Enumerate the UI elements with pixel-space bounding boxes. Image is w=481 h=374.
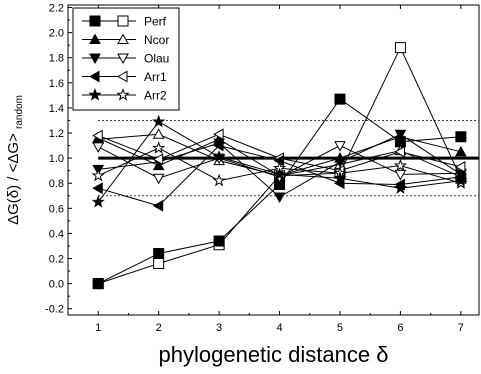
legend-marker-filled: [88, 88, 102, 101]
y-tick-label: 1.0: [49, 153, 64, 165]
point-arr1-filled-1: [92, 182, 103, 195]
y-axis-label: ΔG(δ) / <ΔG> random: [5, 95, 25, 225]
y-tick-label: 0.2: [49, 254, 64, 266]
x-tick-label: 5: [337, 322, 343, 334]
legend-marker-filled: [88, 70, 100, 83]
x-tick-label: 2: [156, 322, 162, 334]
point-arr1-open-7: [454, 161, 466, 173]
point-arr2-filled-6: [393, 181, 408, 194]
point-perf-filled-2: [153, 248, 165, 260]
legend-label: Ncor: [144, 33, 169, 47]
y-tick-label: 1.8: [49, 53, 64, 65]
point-arr2-filled-1: [91, 195, 105, 208]
point-olau-filled-4: [273, 192, 286, 204]
point-perf-filled-1: [92, 278, 104, 290]
point-ncor-open-2: [152, 128, 165, 139]
legend-marker-open: [117, 15, 129, 27]
legend-entry-ncor: Ncor: [82, 33, 169, 47]
legend-marker-filled: [89, 15, 101, 27]
point-olau-open-1: [92, 142, 105, 153]
point-arr2-filled-2: [152, 114, 166, 128]
point-olau-open-5: [334, 141, 346, 152]
point-arr2-filled-7: [454, 173, 468, 187]
x-tick-label: 1: [95, 322, 101, 334]
point-olau-filled-6: [394, 129, 407, 141]
legend-marker-filled: [89, 33, 101, 44]
y-tick-label: 1.2: [49, 128, 64, 140]
y-tick-label: 0.6: [49, 203, 64, 215]
point-perf-filled-7: [455, 131, 467, 143]
point-arr1-filled-2: [152, 199, 164, 212]
legend-label: Arr2: [144, 89, 167, 103]
legend-marker-open: [116, 88, 130, 101]
y-tick-label: 1.6: [49, 78, 64, 90]
legend-marker-open: [117, 53, 129, 65]
point-arr2-filled-4: [272, 167, 287, 181]
y-tick-label: 0.8: [49, 178, 64, 190]
plot-frame: [67, 4, 480, 316]
legend-entry-perf: Perf: [82, 15, 167, 29]
point-arr1-open-3: [213, 128, 224, 141]
y-axis-label-subscript: random: [14, 95, 25, 129]
point-arr1-open-1: [92, 129, 103, 142]
legend-entry-olau: Olau: [82, 52, 169, 66]
x-tick-label: 3: [216, 322, 222, 334]
y-tick-label: 0.4: [49, 228, 64, 240]
point-arr2-open-3: [212, 173, 226, 187]
series-perf-filled: [92, 93, 467, 290]
legend: Perf Ncor Olau Arr1 Arr2: [72, 7, 180, 111]
point-arr2-filled-5: [333, 171, 347, 184]
x-tick-label: 6: [397, 322, 403, 334]
point-ncor-filled-7: [455, 145, 467, 157]
y-tick-label: 2.0: [49, 28, 64, 40]
series-arr2-filled: [91, 114, 468, 208]
x-axis-label: phylogenetic distance δ: [159, 342, 389, 367]
point-arr2-open-1: [91, 168, 105, 182]
series-line-perf-filled: [97, 98, 461, 285]
y-tick-label: -0.2: [45, 304, 64, 316]
legend-label: Arr1: [144, 70, 167, 84]
x-tick-label: 4: [276, 322, 282, 334]
point-arr1-filled-3: [213, 139, 224, 152]
point-perf-filled-3: [213, 235, 225, 247]
point-perf-filled-5: [334, 93, 346, 105]
legend-label: Olau: [144, 52, 169, 66]
y-axis-label-main: ΔG(δ) / <ΔG>: [5, 133, 22, 225]
point-arr2-open-6: [393, 158, 408, 172]
point-perf-open-6: [394, 42, 406, 54]
point-olau-open-2: [152, 173, 165, 185]
y-tick-label: 2.2: [49, 3, 64, 15]
x-tick-label: 7: [458, 322, 464, 334]
axes-layer: -0.2 0.0 0.2 0.4 0.6 0.8 1.0 1.2 1.4 1.6 1.8 2.0 2.2…: [45, 3, 480, 334]
point-arr1-open-2: [152, 153, 164, 166]
point-arr1-open-6: [394, 145, 405, 158]
point-perf-open-2: [153, 258, 165, 270]
point-arr2-open-2: [152, 141, 166, 154]
legend-label: Perf: [144, 15, 167, 29]
legend-marker-open: [117, 33, 129, 44]
legend-marker-open: [116, 70, 128, 83]
point-olau-filled-5: [334, 157, 346, 168]
legend-entry-arr1: Arr1: [82, 70, 167, 84]
y-tick-label: 1.4: [49, 103, 64, 115]
y-tick-label: 0.0: [49, 279, 64, 291]
legend-marker-filled: [89, 53, 101, 65]
legend-entry-arr2: Arr2: [82, 88, 167, 103]
point-olau-open-6: [394, 169, 407, 181]
series-layer: [91, 42, 468, 290]
point-arr2-filled-3: [212, 149, 226, 163]
